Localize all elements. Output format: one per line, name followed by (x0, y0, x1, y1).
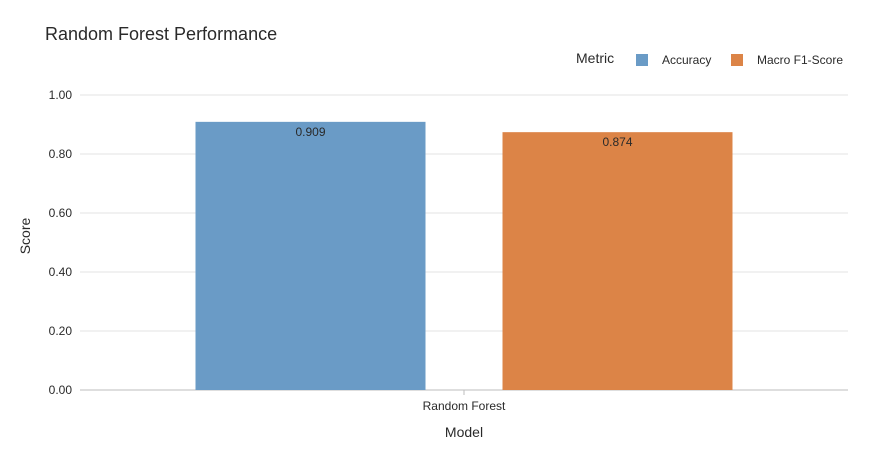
x-axis-title: Model (445, 424, 483, 440)
data-label-accuracy: 0.909 (295, 125, 325, 139)
x-axis: Random Forest (423, 390, 506, 413)
y-axis-ticks: 0.00 0.20 0.40 0.60 0.80 1.00 (49, 88, 73, 397)
bar-accuracy (195, 121, 426, 390)
bars (195, 121, 733, 391)
gridlines (80, 94, 848, 391)
bar-macro-f1-score (502, 132, 733, 391)
data-labels: 0.909 0.874 (295, 125, 632, 149)
y-tick-label: 1.00 (49, 88, 73, 102)
legend-label-macro-f1: Macro F1-Score (757, 53, 843, 67)
y-tick-label: 0.80 (49, 147, 73, 161)
y-tick-label: 0.00 (49, 383, 73, 397)
y-tick-label: 0.20 (49, 324, 73, 338)
legend: Metric Accuracy Macro F1-Score (576, 50, 843, 67)
y-axis-title: Score (17, 218, 33, 255)
legend-label-accuracy: Accuracy (662, 53, 711, 67)
legend-swatch-accuracy (636, 54, 648, 66)
legend-title: Metric (576, 50, 614, 66)
y-tick-label: 0.60 (49, 206, 73, 220)
chart-title: Random Forest Performance (45, 24, 277, 44)
legend-swatch-macro-f1 (731, 54, 743, 66)
x-tick-label: Random Forest (423, 399, 506, 413)
y-tick-label: 0.40 (49, 265, 73, 279)
data-label-macro-f1-score: 0.874 (602, 135, 632, 149)
